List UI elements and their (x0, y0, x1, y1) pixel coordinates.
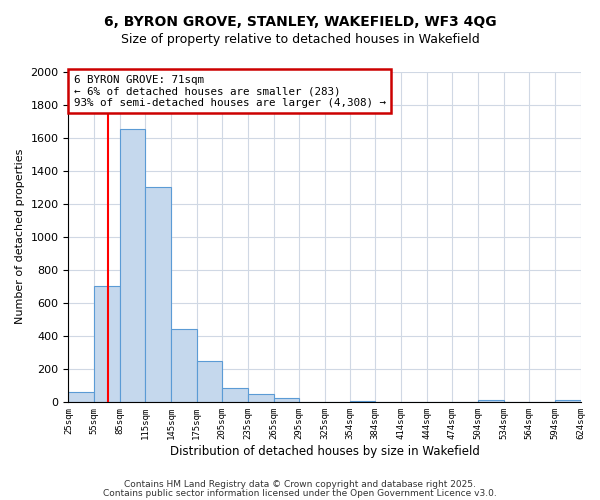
Bar (248, 394, 274, 402)
Text: Contains HM Land Registry data © Crown copyright and database right 2025.: Contains HM Land Registry data © Crown c… (124, 480, 476, 489)
Bar (145, 187, 171, 402)
Bar (68, 392, 94, 402)
Text: Contains public sector information licensed under the Open Government Licence v3: Contains public sector information licen… (103, 489, 497, 498)
Text: 6 BYRON GROVE: 71sqm
← 6% of detached houses are smaller (283)
93% of semi-detac: 6 BYRON GROVE: 71sqm ← 6% of detached ho… (74, 75, 386, 108)
Bar (119, 130, 145, 402)
Y-axis label: Number of detached properties: Number of detached properties (15, 149, 25, 324)
Bar (555, 400, 581, 402)
Bar (171, 329, 197, 402)
Bar (274, 398, 299, 402)
Bar (478, 400, 503, 402)
Bar (222, 388, 248, 402)
Text: 6, BYRON GROVE, STANLEY, WAKEFIELD, WF3 4QG: 6, BYRON GROVE, STANLEY, WAKEFIELD, WF3 … (104, 15, 496, 29)
Bar (197, 360, 222, 402)
Bar (94, 286, 119, 402)
X-axis label: Distribution of detached houses by size in Wakefield: Distribution of detached houses by size … (170, 444, 479, 458)
Text: Size of property relative to detached houses in Wakefield: Size of property relative to detached ho… (121, 32, 479, 46)
Bar (350, 401, 376, 402)
